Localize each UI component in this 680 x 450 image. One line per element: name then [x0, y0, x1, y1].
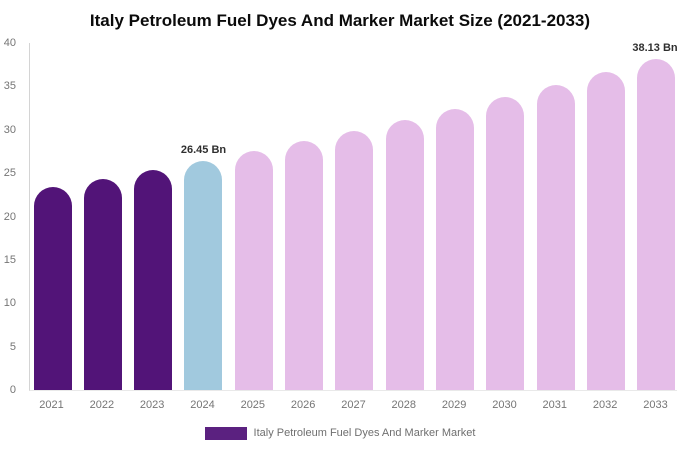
- bar-value-label: 26.45 Bn: [180, 143, 227, 156]
- bar-2025[interactable]: [234, 151, 273, 390]
- x-tick-label: 2028: [391, 399, 417, 411]
- x-tick-label: 2027: [341, 399, 366, 411]
- legend: Italy Petroleum Fuel Dyes And Marker Mar…: [0, 426, 680, 440]
- x-tick-label: 2022: [89, 399, 115, 411]
- bar-2023[interactable]: [134, 169, 173, 390]
- x-tick-label: 2031: [542, 399, 568, 411]
- y-tick-label: 0: [9, 384, 16, 396]
- bar-2027[interactable]: [335, 130, 374, 390]
- bar-2032[interactable]: [587, 72, 626, 390]
- chart-title: Italy Petroleum Fuel Dyes And Marker Mar…: [89, 11, 591, 30]
- bar-2022[interactable]: [83, 178, 122, 390]
- y-tick-label: 30: [3, 123, 16, 136]
- x-tick-label: 2033: [643, 399, 668, 411]
- y-tick-label: 15: [3, 253, 16, 266]
- x-tick-label: 2026: [290, 399, 316, 411]
- bar-2021[interactable]: [33, 186, 72, 390]
- x-axis: 2021 2022 2023 2024 2025 2026 2027 2028 2029 2030…: [29, 399, 676, 413]
- bar-2024[interactable]: [184, 160, 223, 390]
- x-tick-label: 2032: [592, 399, 618, 411]
- bar-2031[interactable]: [536, 85, 575, 390]
- bar-2028[interactable]: [385, 120, 424, 390]
- bar-2029[interactable]: [436, 108, 475, 390]
- x-tick-label: 2021: [39, 399, 64, 411]
- x-tick-label: 2030: [492, 399, 517, 411]
- bar-2030[interactable]: [486, 97, 525, 390]
- y-tick-label: 5: [9, 340, 16, 353]
- plot-area: 26.45 Bn 38.13 Bn: [29, 42, 678, 391]
- y-tick-label: 35: [3, 80, 16, 93]
- bar-2026[interactable]: [285, 141, 324, 390]
- x-tick-label: 2024: [190, 399, 215, 411]
- bar-2033[interactable]: [637, 59, 676, 390]
- y-tick-label: 20: [3, 210, 16, 223]
- y-tick-label: 10: [3, 297, 16, 310]
- x-tick-label: 2025: [240, 399, 266, 411]
- legend-swatch-icon: [204, 426, 247, 440]
- x-tick-label: 2029: [441, 399, 467, 411]
- y-tick-label: 25: [3, 167, 16, 180]
- y-axis: 0 5 10 15 20 25 30 35 40: [0, 37, 24, 396]
- legend-label: Italy Petroleum Fuel Dyes And Marker Mar…: [253, 427, 476, 439]
- x-tick-label: 2023: [139, 399, 165, 411]
- bar-value-label: 38.13 Bn: [632, 42, 678, 55]
- y-tick-label: 40: [3, 37, 16, 49]
